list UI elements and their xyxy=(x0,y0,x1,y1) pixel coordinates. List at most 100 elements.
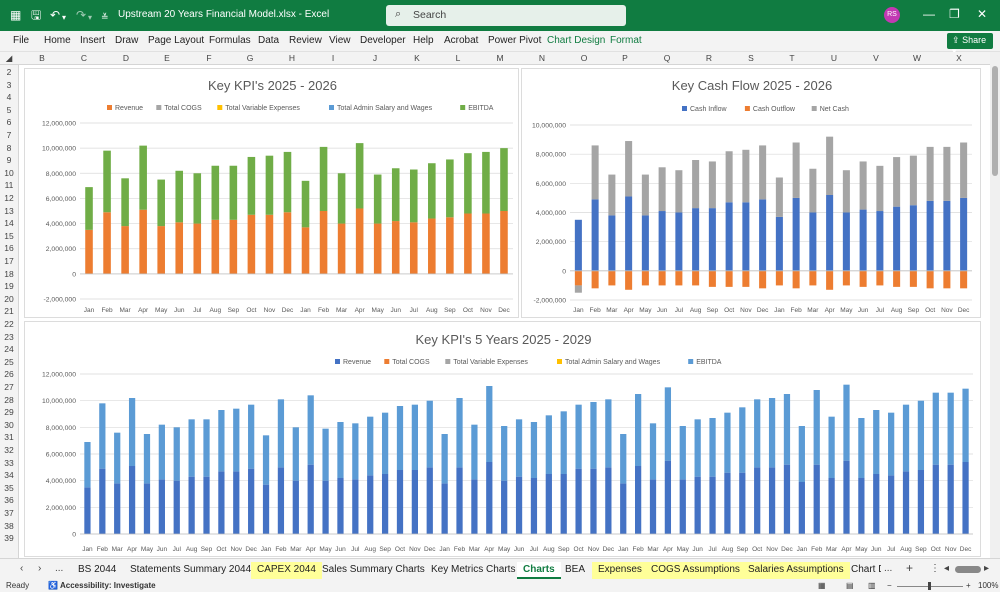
tab-options-icon[interactable]: ⋮ xyxy=(930,563,940,574)
row-header-15[interactable]: 15 xyxy=(4,230,14,241)
chart-key-cash-flow-2025-2026[interactable]: Key Cash Flow 2025 - 2026 Cash Inflow Cash… xyxy=(521,68,981,318)
chart-key-kpis-5-years[interactable]: Key KPI's 5 Years 2025 - 2029 Revenue Tota… xyxy=(24,321,981,557)
row-header-2[interactable]: 2 xyxy=(6,67,12,77)
menu-power-pivot[interactable]: Power Pivot xyxy=(488,35,542,46)
page-layout-view-icon[interactable]: ▤ xyxy=(846,581,854,590)
accessibility-status[interactable]: Accessibility: Investigate xyxy=(60,581,156,590)
save-icon[interactable]: 🖫 xyxy=(31,8,42,22)
zoom-out-icon[interactable]: − xyxy=(887,581,892,590)
row-header-29[interactable]: 29 xyxy=(4,407,14,418)
row-header-26[interactable]: 26 xyxy=(4,369,14,380)
column-header-l[interactable]: L xyxy=(455,53,461,63)
column-header-v[interactable]: V xyxy=(873,53,879,63)
row-header-23[interactable]: 23 xyxy=(4,331,14,342)
sheet-tab-capex-2044[interactable]: CAPEX 2044 xyxy=(251,562,322,579)
column-header-s[interactable]: S xyxy=(748,53,754,63)
select-all-corner[interactable]: ◢ xyxy=(5,53,13,63)
column-header-u[interactable]: U xyxy=(830,53,838,63)
row-header-8[interactable]: 8 xyxy=(6,142,12,153)
sheet-tab-charts[interactable]: Charts xyxy=(517,562,561,579)
row-header-32[interactable]: 32 xyxy=(4,445,14,455)
column-header-n[interactable]: N xyxy=(538,53,546,63)
row-header-17[interactable]: 17 xyxy=(4,256,14,266)
row-header-21[interactable]: 21 xyxy=(4,306,14,317)
avatar[interactable]: RS xyxy=(884,7,900,23)
page-break-view-icon[interactable]: ▥ xyxy=(868,581,876,590)
row-header-36[interactable]: 36 xyxy=(4,495,14,506)
column-header-o[interactable]: O xyxy=(580,53,588,63)
column-header-c[interactable]: C xyxy=(80,53,88,63)
zoom-in-icon[interactable]: + xyxy=(966,581,971,590)
tab-more-right[interactable]: ... xyxy=(884,563,893,574)
column-header-e[interactable]: E xyxy=(164,53,170,63)
row-header-34[interactable]: 34 xyxy=(4,470,14,481)
sheet-tab-key-metrics-charts[interactable]: Key Metrics Charts xyxy=(431,564,516,575)
tab-scroll-left-icon[interactable]: ‹ xyxy=(20,563,24,574)
row-header-7[interactable]: 7 xyxy=(6,130,12,140)
column-header-t[interactable]: T xyxy=(789,53,795,63)
row-header-27[interactable]: 27 xyxy=(4,382,14,392)
row-header-11[interactable]: 11 xyxy=(4,180,14,191)
close-icon[interactable]: ✕ xyxy=(977,7,988,21)
sheet-tab-statements-summary-2044[interactable]: Statements Summary 2044 xyxy=(130,564,252,575)
menu-insert[interactable]: Insert xyxy=(80,35,106,46)
column-header-b[interactable]: B xyxy=(39,53,45,63)
hscroll-right-icon[interactable]: ▸ xyxy=(984,563,990,574)
row-header-30[interactable]: 30 xyxy=(4,419,14,430)
row-header-14[interactable]: 14 xyxy=(4,218,14,229)
menu-acrobat[interactable]: Acrobat xyxy=(444,35,479,46)
row-header-39[interactable]: 39 xyxy=(4,533,14,544)
customize-toolbar-icon[interactable]: ≚ xyxy=(101,12,109,22)
menu-help[interactable]: Help xyxy=(413,35,434,46)
worksheet-grid[interactable]: Key KPI's 2025 - 2026 Revenue Total COGS To… xyxy=(19,65,990,558)
sheet-tab-salaries-assumptions[interactable]: Salaries Assumptions xyxy=(742,562,850,579)
undo-dropdown-icon[interactable]: ▾ xyxy=(62,13,67,22)
sheet-tab-bea[interactable]: BEA xyxy=(565,564,586,575)
column-header-w[interactable]: W xyxy=(912,53,922,63)
sheet-tab-chart-d[interactable]: Chart D xyxy=(851,564,881,575)
hscroll-left-icon[interactable]: ◂ xyxy=(944,563,950,574)
menu-view[interactable]: View xyxy=(329,35,351,46)
column-header-d[interactable]: D xyxy=(122,53,130,63)
redo-dropdown-icon[interactable]: ▾ xyxy=(88,13,93,22)
vertical-scrollbar[interactable] xyxy=(990,52,1000,558)
row-header-10[interactable]: 10 xyxy=(4,167,14,178)
row-header-35[interactable]: 35 xyxy=(4,482,14,493)
sheet-tab-cogs-assumptions[interactable]: COGS Assumptions xyxy=(645,562,746,579)
column-header-q[interactable]: Q xyxy=(663,53,671,63)
column-header-h[interactable]: H xyxy=(288,53,296,63)
row-header-16[interactable]: 16 xyxy=(4,243,14,254)
tab-more-left[interactable]: ... xyxy=(55,563,64,574)
column-header-p[interactable]: P xyxy=(622,53,628,63)
row-header-28[interactable]: 28 xyxy=(4,394,14,405)
menu-review[interactable]: Review xyxy=(289,35,322,46)
share-button[interactable]: ⇪ Share ▾ xyxy=(947,33,993,56)
menu-developer[interactable]: Developer xyxy=(360,35,406,46)
row-header-33[interactable]: 33 xyxy=(4,457,14,468)
minimize-icon[interactable]: — xyxy=(923,7,935,21)
row-header-24[interactable]: 24 xyxy=(4,344,14,355)
redo-icon[interactable]: ↷ xyxy=(76,8,87,22)
normal-view-icon[interactable]: ▦ xyxy=(818,581,826,590)
add-sheet-button[interactable]: + xyxy=(906,561,914,575)
menu-data[interactable]: Data xyxy=(258,35,280,46)
menu-home[interactable]: Home xyxy=(44,35,71,46)
menu-file[interactable]: File xyxy=(13,35,30,46)
tab-scroll-right-icon[interactable]: › xyxy=(38,563,42,574)
row-header-4[interactable]: 4 xyxy=(6,92,12,103)
row-header-6[interactable]: 6 xyxy=(6,117,12,128)
column-header-k[interactable]: K xyxy=(414,53,420,63)
sheet-tab-expenses[interactable]: Expenses xyxy=(592,562,648,579)
menu-page-layout[interactable]: Page Layout xyxy=(148,35,205,46)
row-header-22[interactable]: 22 xyxy=(4,319,14,329)
menu-formulas[interactable]: Formulas xyxy=(209,35,251,46)
row-header-12[interactable]: 12 xyxy=(4,193,14,203)
chart-key-kpis-2025-2026[interactable]: Key KPI's 2025 - 2026 Revenue Total COGS To… xyxy=(24,68,519,318)
row-header-9[interactable]: 9 xyxy=(6,155,12,166)
row-header-19[interactable]: 19 xyxy=(4,281,14,292)
horizontal-scrollbar-thumb[interactable] xyxy=(955,566,981,573)
menu-draw[interactable]: Draw xyxy=(115,35,139,46)
column-header-g[interactable]: G xyxy=(246,53,254,63)
sheet-tab-bs-2044[interactable]: BS 2044 xyxy=(78,564,117,575)
row-header-3[interactable]: 3 xyxy=(6,79,12,90)
